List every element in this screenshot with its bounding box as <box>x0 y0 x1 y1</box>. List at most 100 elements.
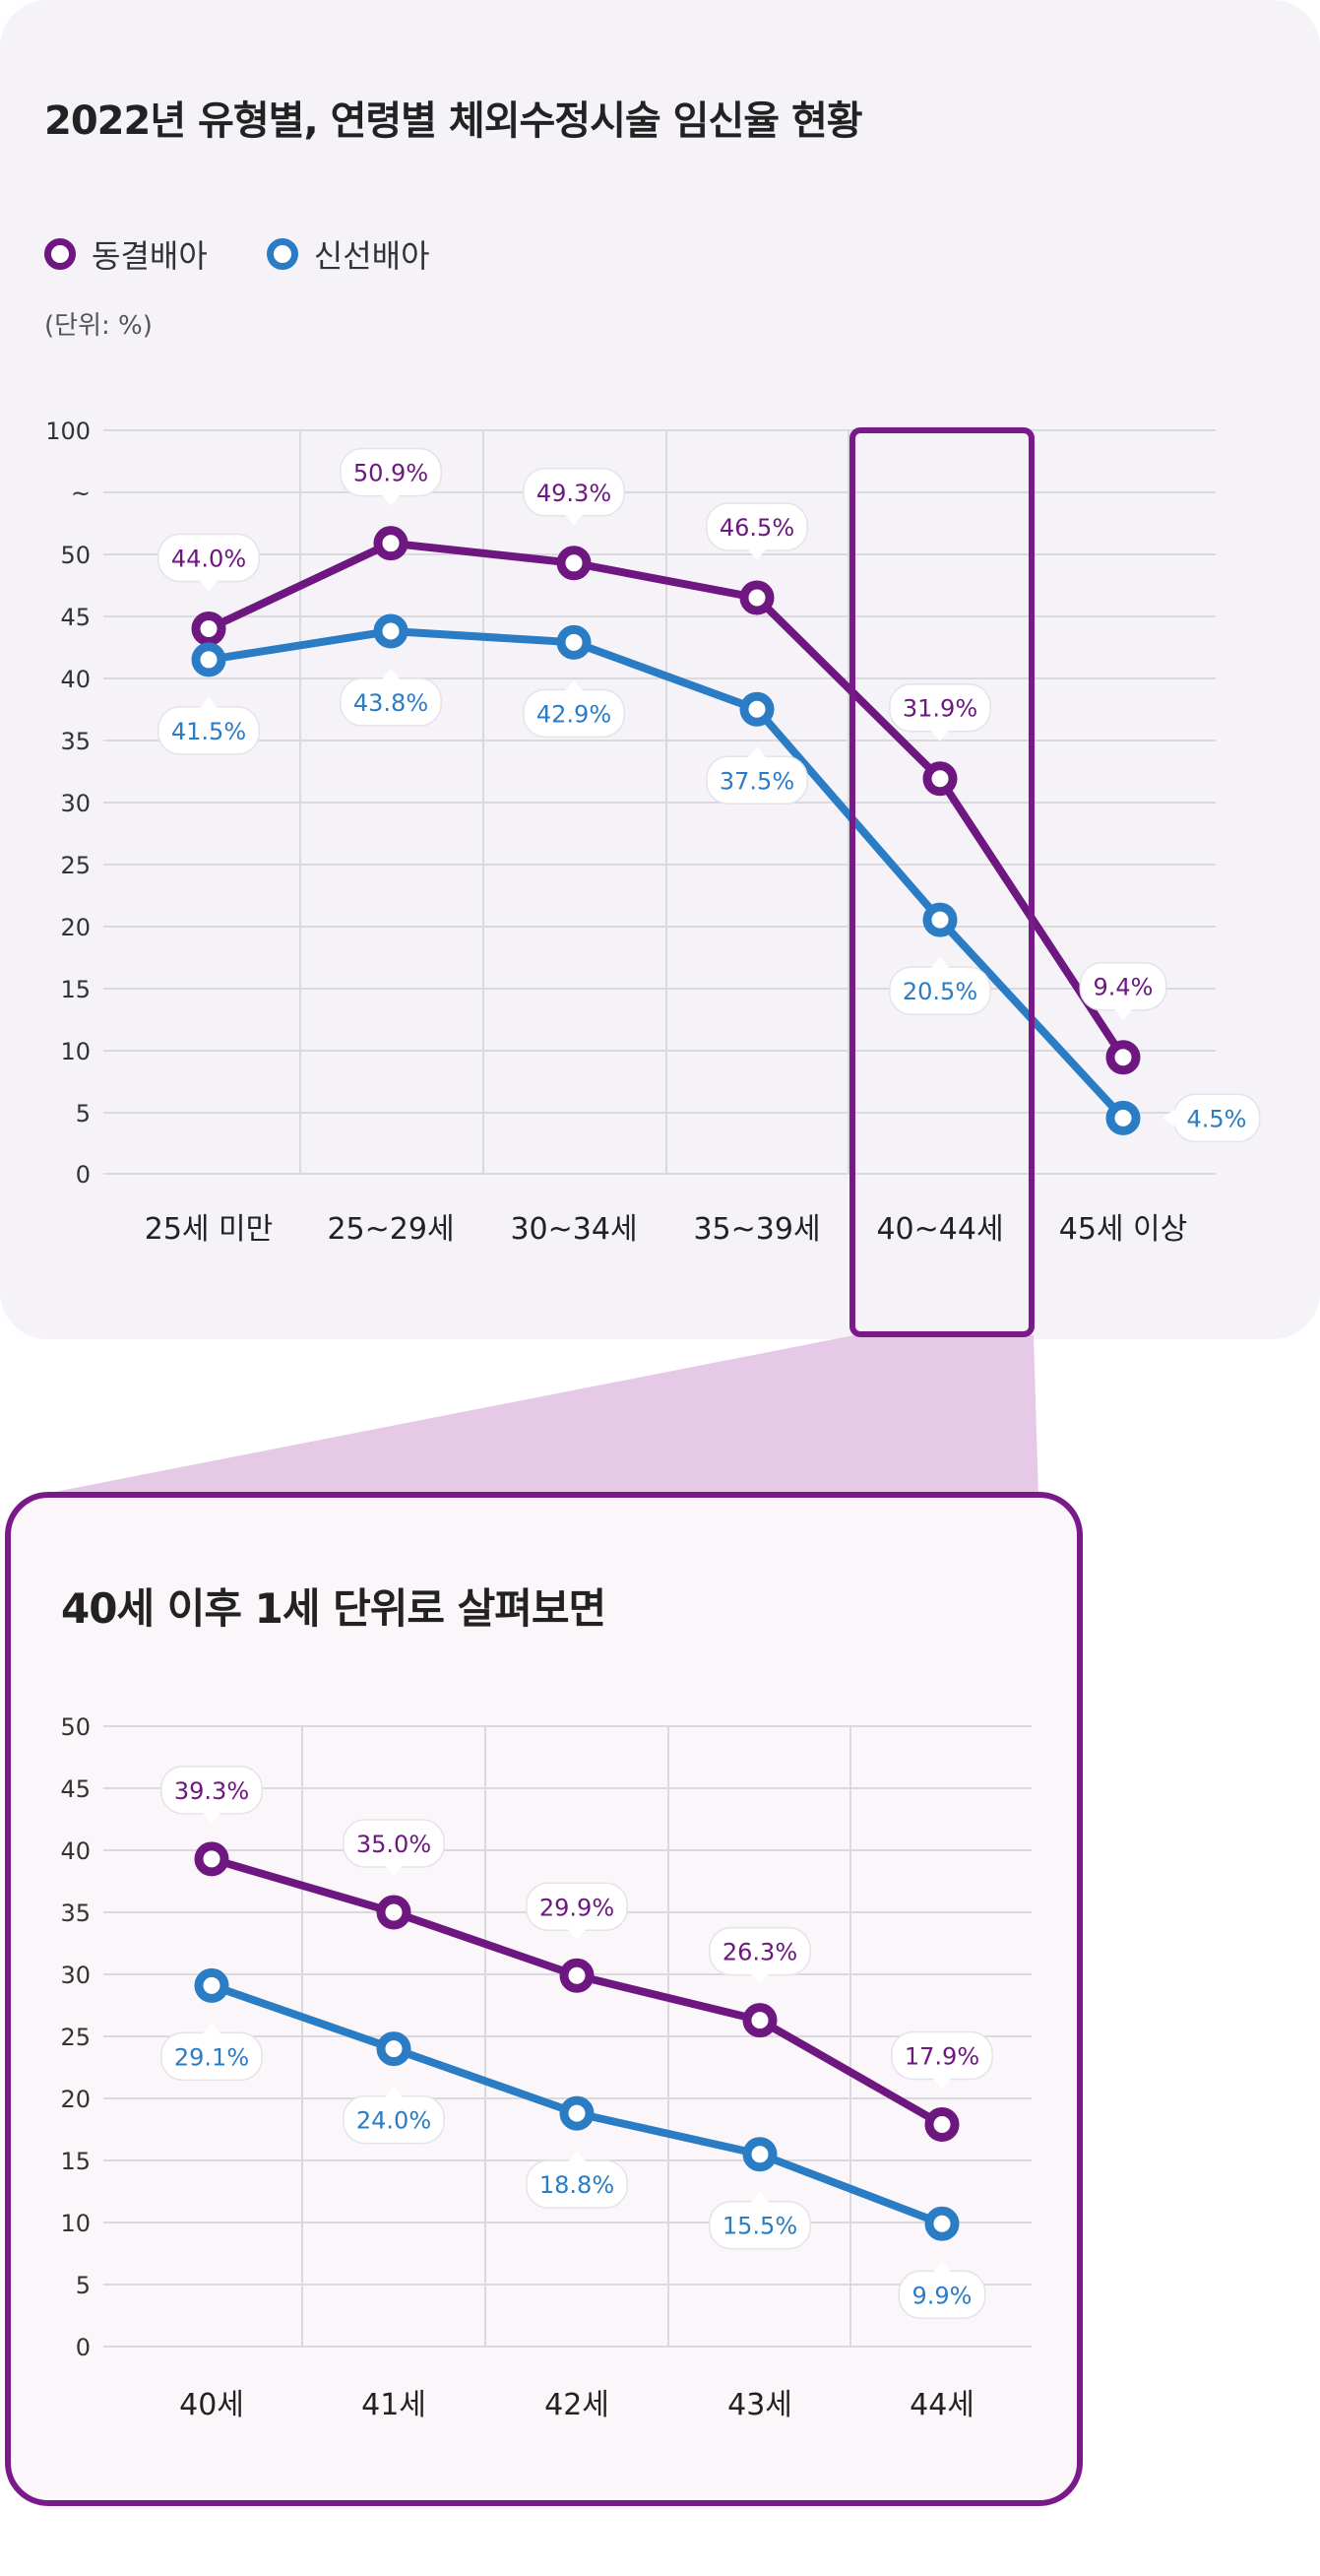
frozen-point <box>559 1958 595 1993</box>
frozen-value-1-bubble-tail <box>382 494 400 506</box>
zoom-frozen-value-1-bubble: 35.0% <box>343 1819 445 1877</box>
frozen-point <box>742 2003 778 2038</box>
frozen-point <box>191 611 226 646</box>
fresh-point <box>373 613 409 649</box>
fresh-point <box>924 2206 960 2241</box>
frozen-value-4-bubble: 31.9% <box>889 682 991 741</box>
fresh-point <box>739 691 775 727</box>
legend-item-fresh: 신선배아 <box>266 231 430 277</box>
fresh-value-3-bubble-tail <box>748 746 766 758</box>
zoom-fresh-value-2-bubble: 18.8% <box>526 2151 628 2209</box>
zoom-fresh-value-0-bubble-tail <box>203 2023 220 2034</box>
frozen-value-2-bubble: 49.3% <box>523 468 625 526</box>
y-tick-label: 50 <box>60 542 91 569</box>
x-tick-label: 41세 <box>361 2388 426 2422</box>
fresh-point <box>376 2031 411 2067</box>
y-tick-label: 0 <box>76 1161 91 1189</box>
fresh-value-2-label: 42.9% <box>536 700 611 728</box>
y-tick-label: 10 <box>60 2210 91 2237</box>
frozen-point <box>922 761 958 797</box>
frozen-value-1-bubble: 50.9% <box>340 447 442 506</box>
frozen-value-3-bubble-tail <box>748 549 766 561</box>
fresh-point <box>191 642 226 677</box>
fresh-point <box>742 2137 778 2172</box>
frozen-value-0-bubble: 44.0% <box>157 533 260 592</box>
page-title: 2022년 유형별, 연령별 체외수정시술 임신율 현황 <box>44 98 863 144</box>
frozen-value-5-bubble: 9.4% <box>1079 961 1167 1020</box>
y-tick-label: 15 <box>60 976 91 1003</box>
zoom-fresh-value-1-bubble: 24.0% <box>343 2086 445 2145</box>
frozen-value-3-bubble: 46.5% <box>706 502 808 561</box>
fresh-value-1-bubble-tail <box>382 668 400 679</box>
fresh-point <box>559 2095 595 2131</box>
frozen-point <box>373 526 409 561</box>
fresh-value-5-label: 4.5% <box>1187 1105 1247 1132</box>
y-tick-label: 5 <box>76 2272 91 2299</box>
frozen-value-2-label: 49.3% <box>536 480 611 507</box>
fresh-value-1-label: 43.8% <box>353 689 428 717</box>
legend: 동결배아 신선배아 <box>44 231 430 277</box>
y-tick-label: 45 <box>60 1775 91 1803</box>
y-tick-label: 40 <box>60 1837 91 1865</box>
fresh-value-4-bubble-tail <box>931 957 949 969</box>
frozen-series-line <box>207 539 1127 1060</box>
fresh-value-4-label: 20.5% <box>903 978 977 1005</box>
fresh-value-5-bubble: 4.5% <box>1163 1093 1261 1143</box>
zoom-fresh-value-4-label: 9.9% <box>912 2282 973 2309</box>
frozen-point <box>376 1895 411 1930</box>
x-tick-label: 40~44세 <box>876 1212 1003 1247</box>
frozen-legend-marker-icon <box>44 238 76 270</box>
zoom-fresh-value-0-label: 29.1% <box>174 2043 249 2071</box>
zoom-frozen-value-2-label: 29.9% <box>539 1894 614 1921</box>
fresh-value-2-bubble: 42.9% <box>523 679 625 739</box>
zoom-frozen-value-4-label: 17.9% <box>905 2042 979 2070</box>
y-tick-label: 10 <box>60 1038 91 1065</box>
zoom-fresh-value-4-bubble: 9.9% <box>898 2261 986 2320</box>
zoom-frozen-value-1-label: 35.0% <box>356 1831 431 1858</box>
y-tick-label: 40 <box>60 666 91 693</box>
x-tick-label: 45세 이상 <box>1059 1212 1188 1247</box>
frozen-value-4-label: 31.9% <box>903 695 977 723</box>
frozen-value-3-label: 46.5% <box>720 514 794 542</box>
y-tick-label: 50 <box>60 1713 91 1741</box>
zoom-fresh-value-2-bubble-tail <box>568 2151 586 2162</box>
y-tick-label: 20 <box>60 2086 91 2113</box>
y-tick-label: 30 <box>60 790 91 817</box>
frozen-value-5-label: 9.4% <box>1094 974 1154 1001</box>
zoom-frozen-value-4-bubble: 17.9% <box>891 2030 993 2090</box>
y-tick-label: 35 <box>60 728 91 755</box>
zoom-frozen-value-1-bubble-tail <box>385 1866 403 1877</box>
x-tick-label: 30~34세 <box>510 1212 637 1247</box>
zoom-fresh-value-1-label: 24.0% <box>356 2107 431 2135</box>
fresh-value-0-label: 41.5% <box>171 718 246 745</box>
fresh-series-line <box>208 626 1126 1122</box>
y-tick-label: 0 <box>76 2334 91 2361</box>
legend-item-frozen: 동결배아 <box>44 231 208 277</box>
fresh-legend-marker-icon <box>266 238 298 270</box>
frozen-value-1-label: 50.9% <box>353 460 428 487</box>
zoom-frozen-value-3-bubble-tail <box>751 1973 769 1985</box>
fresh-value-0-bubble: 41.5% <box>157 696 260 755</box>
y-tick-label: 20 <box>60 914 91 941</box>
zoom-fresh-value-0-bubble: 29.1% <box>160 2023 263 2082</box>
zoom-title: 40세 이후 1세 단위로 살펴보면 <box>61 1584 606 1633</box>
legend-label-frozen: 동결배아 <box>92 237 208 275</box>
zoom-frozen-value-3-label: 26.3% <box>723 1939 797 1966</box>
fresh-value-3-bubble: 37.5% <box>706 746 808 805</box>
frozen-point <box>1105 1040 1141 1075</box>
frozen-value-4-bubble-tail <box>931 730 949 741</box>
frozen-value-2-bubble-tail <box>565 514 583 526</box>
legend-label-fresh: 신선배아 <box>313 237 430 275</box>
fresh-point <box>556 624 592 660</box>
zoom-fresh-value-3-bubble: 15.5% <box>709 2191 811 2250</box>
zoom-fresh-value-1-bubble-tail <box>385 2086 403 2097</box>
x-tick-label: 25~29세 <box>327 1212 454 1247</box>
zoom-fresh-value-2-label: 18.8% <box>539 2171 614 2199</box>
y-tick-label: 30 <box>60 1962 91 1989</box>
y-tick-label: 25 <box>60 852 91 879</box>
fresh-point <box>922 902 958 937</box>
frozen-value-0-bubble-tail <box>200 580 218 592</box>
x-tick-label: 25세 미만 <box>145 1212 274 1247</box>
